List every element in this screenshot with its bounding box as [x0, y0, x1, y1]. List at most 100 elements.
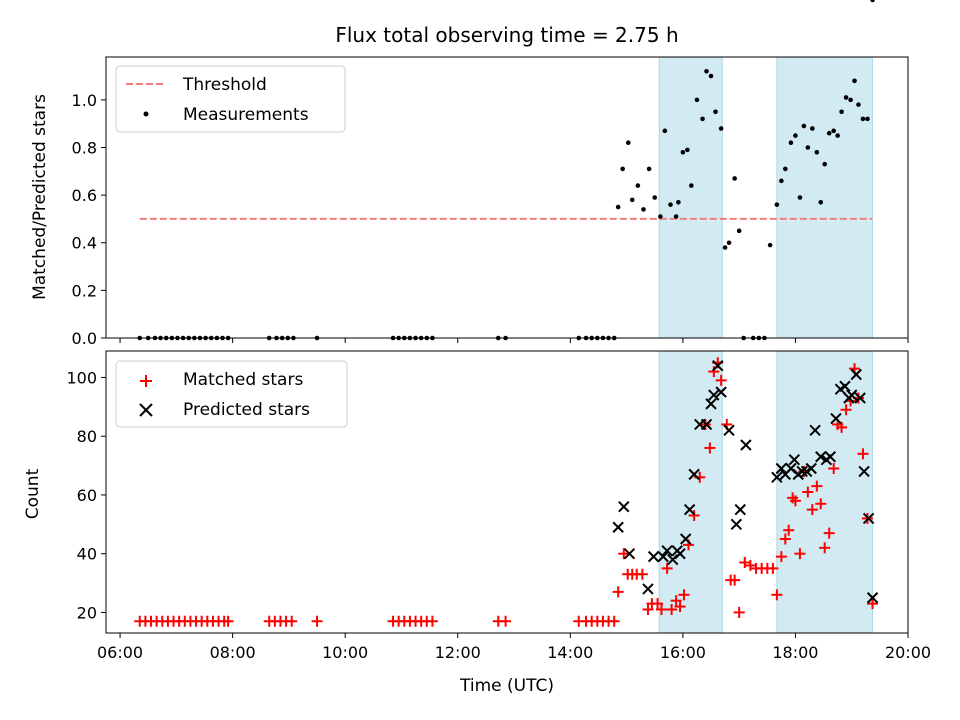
measurement-point: [839, 109, 844, 115]
legend-matched-swatch: [140, 375, 152, 387]
measurement-point: [779, 178, 784, 184]
matched-star-marker: [867, 598, 879, 610]
y-tick-label: 0.8: [72, 138, 97, 157]
predicted-star-marker: [858, 465, 870, 478]
predicted-marker-b: [771, 471, 783, 484]
predicted-marker-b: [785, 462, 797, 475]
predicted-marker-b: [642, 583, 654, 595]
predicted-star-marker: [846, 389, 858, 401]
x-tick-label: 08:00: [210, 643, 256, 662]
predicted-star-marker: [723, 424, 735, 437]
matched-stars-points: [134, 357, 879, 627]
legend-predicted-label: Predicted stars: [183, 400, 310, 420]
predicted-star-marker: [785, 462, 797, 475]
measurement-point: [805, 145, 811, 150]
predicted-star-marker: [623, 547, 636, 560]
matched-star-marker: [666, 604, 678, 615]
measurement-point: [843, 95, 849, 100]
predicted-marker-b: [647, 550, 660, 563]
matched-star-marker: [708, 366, 720, 378]
x-axis-label: Time (UTC): [459, 676, 554, 696]
y-tick-label: 0.6: [72, 186, 97, 205]
predicted-marker-b: [775, 462, 788, 475]
predicted-marker-b: [712, 359, 724, 372]
matched-star-marker: [222, 615, 234, 627]
y-tick-label: 0.4: [72, 234, 97, 253]
x-tick-label: 16:00: [660, 643, 706, 662]
measurement-point: [635, 183, 641, 188]
bottom-x-ticks: 06:00 08:00 10:00 12:00 14:00 16:00 18:00 20:00: [97, 633, 931, 662]
predicted-marker-b: [679, 533, 692, 545]
predicted-star-marker: [708, 389, 720, 401]
measurement-point: [856, 102, 861, 107]
predicted-marker-b: [734, 503, 746, 516]
matched-star-marker: [715, 374, 727, 386]
measurement-point: [870, 0, 875, 3]
predicted-star-marker: [775, 462, 788, 475]
matched-star-marker: [819, 542, 831, 554]
predicted-star-marker: [705, 398, 717, 410]
top-legend: Threshold Measurements: [115, 65, 346, 133]
predicted-star-marker: [850, 368, 862, 381]
predicted-marker-b: [667, 553, 679, 566]
predicted-marker-b: [688, 468, 700, 481]
predicted-marker-b: [850, 368, 862, 381]
x-tick-label: 10:00: [322, 643, 368, 662]
matched-star-marker: [771, 589, 783, 601]
measurement-point: [810, 126, 815, 131]
y-tick-label: 20: [77, 603, 97, 622]
matched-star-marker: [739, 557, 751, 568]
predicted-star-marker: [862, 512, 875, 525]
measurement-point: [704, 68, 709, 74]
top-y-ticks: 0.0 0.2 0.4 0.6 0.8 1.0: [72, 91, 106, 348]
x-tick-label: 20:00: [885, 643, 931, 662]
measurement-point: [835, 133, 840, 138]
matched-star-marker: [612, 586, 624, 598]
predicted-star-marker: [734, 503, 746, 516]
measurement-point: [818, 199, 824, 205]
predicted-star-marker: [612, 521, 624, 533]
predicted-marker-b: [723, 424, 735, 437]
measurement-point: [736, 228, 742, 234]
matched-star-marker: [652, 598, 664, 610]
y-tick-label: 60: [77, 486, 97, 505]
predicted-marker-b: [623, 547, 636, 560]
predicted-star-marker: [805, 462, 817, 475]
bottom-panel: 06:00 08:00 10:00 12:00 14:00 16:00 18:00 20:00…: [23, 350, 931, 696]
bottom-y-ticks: 20 40 60 80 100: [66, 368, 106, 622]
legend-matched-label: Matched stars: [183, 370, 303, 390]
matched-star-marker: [836, 421, 848, 433]
predicted-star-marker: [674, 547, 686, 560]
y-tick-label: 40: [77, 545, 97, 564]
legend-threshold-label: Threshold: [182, 75, 267, 95]
predicted-marker-b: [708, 389, 720, 401]
matched-star-marker: [661, 562, 673, 574]
measurement-point: [689, 183, 694, 188]
shaded-interval-0: [658, 56, 723, 339]
predicted-star-marker: [647, 550, 660, 563]
matched-star-marker: [642, 604, 654, 615]
predicted-marker-b: [862, 512, 875, 525]
bottom-axes-frame: [105, 350, 909, 634]
measurement-point: [848, 97, 853, 103]
measurement-point: [831, 128, 837, 134]
matched-star-marker: [806, 504, 818, 516]
measurement-point: [652, 195, 658, 200]
matched-star-marker: [655, 604, 667, 615]
predicted-star-marker: [730, 518, 743, 531]
top-x-ticks: [119, 338, 909, 343]
measurement-point: [646, 166, 652, 172]
top-y-axis-label: Matched/Predicted stars: [30, 94, 50, 300]
matched-star-marker: [815, 498, 827, 510]
predicted-star-marker: [809, 424, 821, 437]
bottom-y-axis-label: Count: [23, 468, 43, 519]
measurement-point: [673, 214, 679, 219]
matched-star-marker: [794, 548, 806, 560]
predicted-star-marker: [661, 545, 673, 557]
measurement-point: [694, 97, 700, 103]
measurement-point: [641, 207, 646, 212]
predicted-marker-b: [854, 392, 866, 404]
x-tick-label: 06:00: [97, 643, 143, 662]
predicted-star-marker: [715, 386, 727, 398]
predicted-marker-b: [858, 465, 870, 478]
